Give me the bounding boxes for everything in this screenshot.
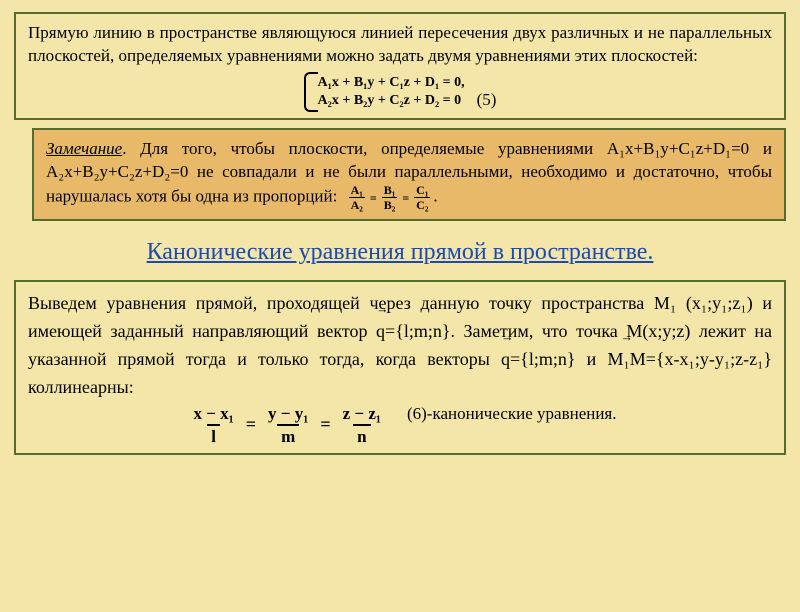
intro-box: Прямую линию в пространстве являющуюся л…: [14, 12, 786, 120]
remark-dot: .: [433, 187, 437, 206]
canonical-equation: x − x₁l = y − y₁m = z − z₁n (6)-канониче…: [28, 404, 772, 445]
eq-line-2: A₂x + B₂y + C₂z + D₂ = 0: [318, 93, 462, 108]
equation-system: A₁x + B₁y + C₁z + D₁ = 0, A₂x + B₂y + C₂…: [28, 74, 772, 111]
section-heading: Канонические уравнения прямой в простран…: [14, 239, 786, 266]
remark-box: Замечание. Для того, чтобы плоскости, оп…: [32, 128, 786, 221]
intro-text: Прямую линию в пространстве являющуюся л…: [28, 22, 772, 68]
canonical-label: (6)-канонические уравнения.: [407, 404, 617, 423]
proportion-fractions: A₁A₂ = B₁B₂ = C₁C₂: [346, 184, 434, 211]
remark-lead: Замечание: [46, 139, 122, 158]
canonical-text: Выведем уравнения прямой, проходящей чер…: [28, 290, 772, 402]
remark-text: Замечание. Для того, чтобы плоскости, оп…: [46, 138, 772, 211]
heading-text: Канонические уравнения прямой в простран…: [147, 239, 654, 265]
canonical-box: Выведем уравнения прямой, проходящей чер…: [14, 280, 786, 455]
eq-number-5: (5): [477, 90, 497, 110]
eq-line-1: A₁x + B₁y + C₁z + D₁ = 0,: [318, 75, 465, 90]
